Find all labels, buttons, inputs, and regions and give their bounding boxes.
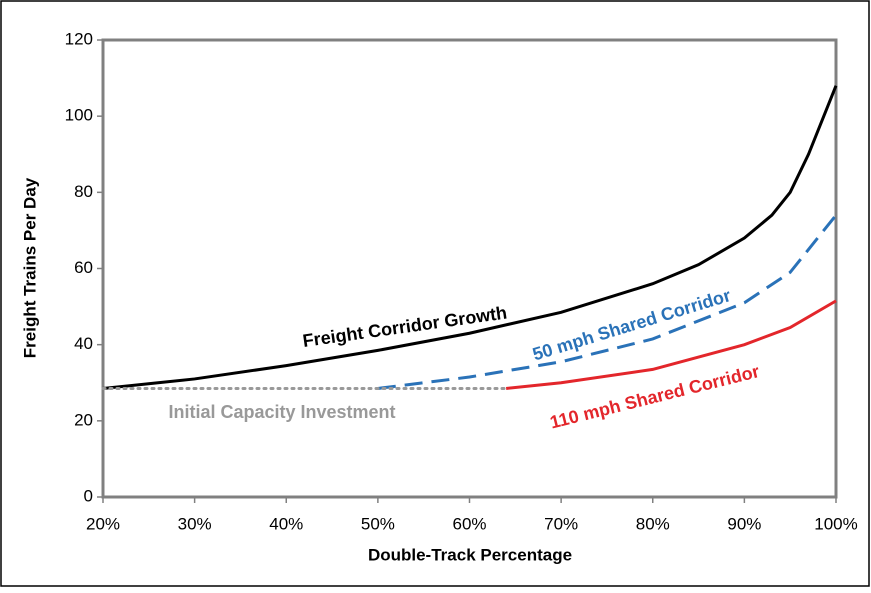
y-tick-label: 80 [74, 182, 93, 201]
x-tick-label: 70% [544, 514, 578, 533]
y-tick-label: 100 [65, 106, 93, 125]
x-tick-label: 60% [452, 514, 486, 533]
plot-frame [101, 38, 838, 499]
series-line [102, 85, 838, 390]
x-tick-label: 50% [361, 514, 395, 533]
y-tick-label: 60 [74, 258, 93, 277]
x-tick-label: 40% [269, 514, 303, 533]
y-tick-label: 40 [74, 334, 93, 353]
x-tick-label: 90% [727, 514, 761, 533]
x-tick-label: 30% [178, 514, 212, 533]
x-tick-label: 80% [636, 514, 670, 533]
y-axis-label: Freight Trains Per Day [20, 177, 39, 358]
series-label: Initial Capacity Investment [168, 402, 395, 422]
series-line [377, 214, 838, 390]
x-axis-label: Double-Track Percentage [368, 545, 572, 564]
series-line [505, 299, 837, 390]
x-tick-label: 20% [86, 514, 120, 533]
y-tick-label: 20 [74, 410, 93, 429]
y-tick-label: 120 [65, 29, 93, 48]
x-tick-label: 100% [814, 514, 857, 533]
y-tick-label: 0 [84, 486, 93, 505]
